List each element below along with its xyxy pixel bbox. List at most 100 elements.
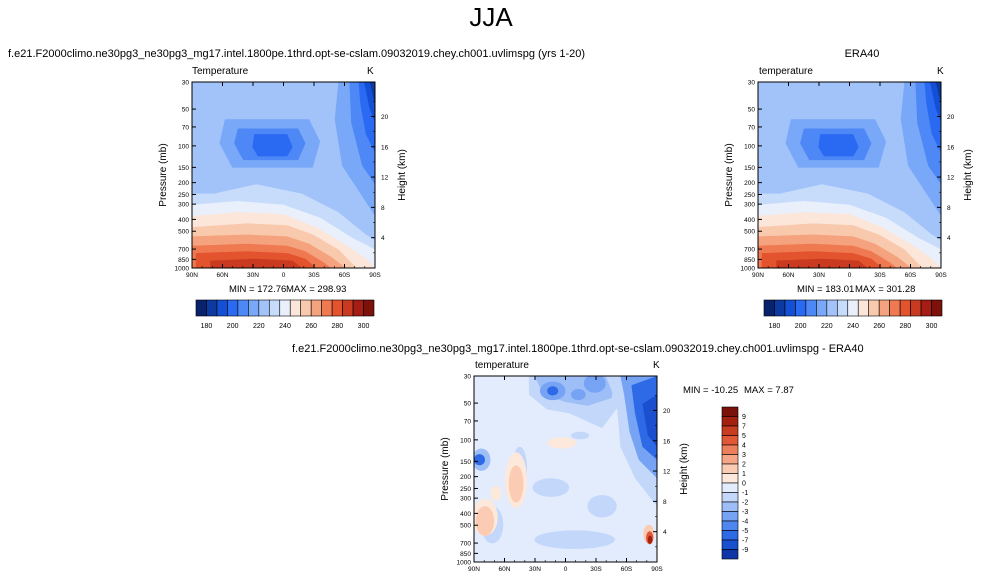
- colorbar-box-14: [342, 299, 354, 317]
- colorbar-label-280: 280: [900, 323, 912, 330]
- colorbar-box-8: [847, 299, 859, 317]
- panel-2-plot: 90N 60N 30N 0 30S 60S 90S 30 50 70 100 150 200 250 300…: [724, 80, 974, 280]
- colorbar-box-4: [721, 444, 739, 455]
- colorbar-box-13: [721, 530, 739, 541]
- panel-3-contours: [474, 376, 657, 562]
- x-tick-label-60N: 60N: [783, 272, 795, 279]
- panel-1-min-label: MIN = 172.76: [229, 284, 287, 295]
- colorbar-label-300: 300: [926, 323, 938, 330]
- y-tick-label-250: 250: [460, 486, 471, 493]
- panel-3-plot: 90N 60N 30N 0 30S 60S 90S 30 50 70 100 150 200 250 300…: [440, 374, 690, 574]
- y-tick-label-250: 250: [178, 192, 189, 199]
- panel-1-colorbar: 180 200 220 240 260 280 300: [195, 299, 375, 330]
- contour-level-10: [475, 506, 495, 536]
- x-tick-label-60S: 60S: [621, 566, 633, 573]
- x-tick-label-0: 0: [848, 272, 852, 279]
- y-tick-label-300: 300: [460, 496, 471, 503]
- panel-2-left-label: temperature: [759, 66, 813, 77]
- contour-level-10: [508, 465, 524, 503]
- colorbar-label-1: 7: [742, 424, 746, 431]
- y-tick-label-1000: 1000: [175, 266, 190, 273]
- y2-tick-label-8: 8: [947, 205, 951, 212]
- y2-tick-label-20: 20: [663, 408, 671, 415]
- contour-level-1: [369, 82, 375, 105]
- contour-level-1: [935, 82, 941, 105]
- colorbar-box-8: [721, 482, 739, 493]
- y-tick-label-700: 700: [744, 247, 755, 254]
- colorbar-label-14: -9: [742, 547, 748, 554]
- y-tick-label-30: 30: [464, 374, 472, 381]
- y2-tick-label-4: 4: [947, 235, 951, 242]
- contour-level-7: [534, 530, 615, 549]
- colorbar-box-4: [237, 299, 249, 317]
- x-tick-label-30N: 30N: [247, 272, 259, 279]
- y-tick-label-70: 70: [748, 124, 756, 131]
- y-tick-label-150: 150: [460, 459, 471, 466]
- y-tick-label-250: 250: [744, 192, 755, 199]
- panel-1-max-label: MAX = 298.93: [286, 284, 347, 295]
- x-tick-label-60S: 60S: [905, 272, 917, 279]
- colorbar-label-0: 9: [742, 414, 746, 421]
- colorbar-box-9: [721, 492, 739, 503]
- colorbar-label-280: 280: [332, 323, 344, 330]
- colorbar-box-10: [300, 299, 312, 317]
- y-tick-label-200: 200: [178, 180, 189, 187]
- panel-1-right-label: K: [367, 66, 374, 77]
- y-tick-label-400: 400: [178, 217, 189, 224]
- y-tick-label-50: 50: [464, 401, 472, 408]
- y2-tick-label-16: 16: [947, 144, 955, 151]
- y-tick-label-400: 400: [460, 511, 471, 518]
- contour-level-3: [547, 386, 559, 396]
- y-tick-label-850: 850: [460, 551, 471, 558]
- y-tick-label-500: 500: [178, 229, 189, 236]
- colorbar-box-2: [721, 425, 739, 436]
- y2-tick-label-8: 8: [663, 499, 667, 506]
- y-axis-label: Pressure (mb): [724, 143, 735, 206]
- colorbar-label-180: 180: [201, 323, 213, 330]
- panel-3-max-label: MAX = 7.87: [744, 385, 794, 396]
- colorbar-box-6: [258, 299, 270, 317]
- y-tick-label-150: 150: [178, 165, 189, 172]
- colorbar-label-11: -4: [742, 519, 748, 526]
- y2-axis-label: Height (km): [397, 149, 408, 201]
- contour-level-14: [210, 258, 302, 268]
- x-tick-label-90N: 90N: [752, 272, 764, 279]
- y2-axis-label: Height (km): [963, 149, 974, 201]
- y-tick-label-700: 700: [178, 247, 189, 254]
- contour-level-5: [570, 389, 586, 401]
- y2-tick-label-12: 12: [663, 469, 671, 476]
- colorbar-box-11: [721, 511, 739, 522]
- y2-axis-label: Height (km): [679, 443, 690, 495]
- colorbar-label-200: 200: [795, 323, 807, 330]
- x-tick-label-90N: 90N: [186, 272, 198, 279]
- colorbar-box-9: [857, 299, 870, 317]
- x-tick-label-60N: 60N: [499, 566, 511, 573]
- colorbar-label-9: -2: [742, 500, 748, 507]
- contour-level-2: [642, 394, 657, 447]
- colorbar-box-16: [363, 299, 375, 317]
- colorbar-label-7: 0: [742, 481, 746, 488]
- colorbar-label-200: 200: [227, 323, 239, 330]
- colorbar-box-15: [352, 299, 364, 317]
- panel-1-plot: 90N 60N 30N 0 30S 60S 90S 30 50 70 100 150 200 250 300…: [158, 80, 408, 280]
- y-tick-label-1000: 1000: [457, 560, 472, 567]
- colorbar-label-12: -5: [742, 528, 748, 535]
- colorbar-box-0: [763, 299, 775, 317]
- x-tick-label-60N: 60N: [217, 272, 229, 279]
- colorbar-box-7: [721, 473, 739, 484]
- x-tick-label-30N: 30N: [529, 566, 541, 573]
- contour-level-7: [532, 478, 570, 497]
- colorbar-box-5: [816, 299, 828, 317]
- x-tick-label-0: 0: [564, 566, 568, 573]
- colorbar-label-240: 240: [847, 323, 859, 330]
- colorbar-box-3: [721, 435, 739, 446]
- y-tick-label-400: 400: [744, 217, 755, 224]
- contour-level-9: [547, 437, 577, 449]
- colorbar-box-6: [826, 299, 838, 317]
- x-tick-label-30S: 30S: [308, 272, 320, 279]
- colorbar-label-300: 300: [358, 323, 370, 330]
- colorbar-box-7: [268, 299, 281, 317]
- x-tick-label-90S: 90S: [369, 272, 381, 279]
- colorbar-label-5: 2: [742, 462, 746, 469]
- y-tick-label-200: 200: [744, 180, 755, 187]
